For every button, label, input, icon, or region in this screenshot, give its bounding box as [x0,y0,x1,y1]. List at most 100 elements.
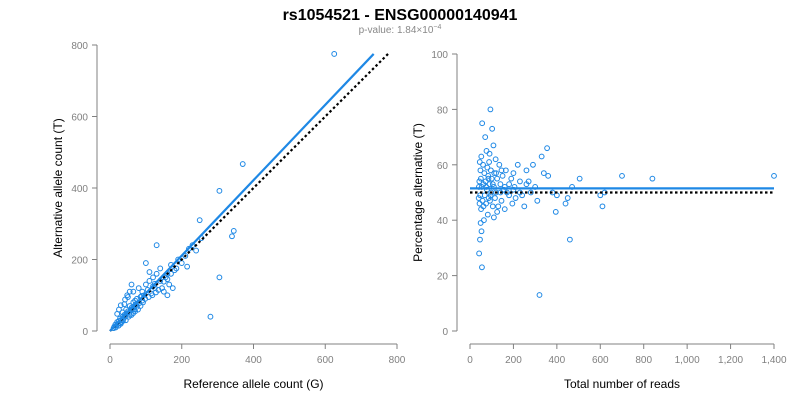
right-data-point [477,220,484,226]
right-x-tick-label: 800 [635,355,652,366]
right-scatter-plot: 0 200 400 600 800 1,000 1,200 1,400 0 20 40 60 80 100… [411,50,787,391]
right-data-point [481,170,488,177]
right-data-point [476,200,483,207]
right-data-point [489,181,496,188]
right-data-point [514,161,521,168]
right-data-point [494,208,501,215]
right-data-point [476,250,483,257]
left-data-point [114,310,121,317]
left-data-point [164,276,171,283]
left-x-tick-label: 600 [317,355,334,366]
left-y-tick-label: 600 [71,113,88,124]
right-data-point [493,170,499,177]
left-data-point [216,187,223,194]
right-data-point [491,170,498,177]
left-data-point [153,242,160,249]
right-data-point [489,203,496,210]
right-y-axis-title: Percentage alternative (T) [411,123,425,262]
right-y-tick-label: 40 [437,216,449,227]
right-x-tick-label: 400 [549,355,566,366]
right-data-point [494,175,501,182]
right-data-point [485,175,492,182]
right-data-point [492,156,499,163]
right-x-tick-label: 200 [505,355,522,366]
left-data-point [164,292,171,299]
right-data-point [498,197,505,204]
right-data-point [488,175,495,182]
left-data-point [146,278,153,284]
right-data-point [599,203,606,210]
right-data-point [530,161,536,168]
right-data-point [512,195,519,201]
right-data-point [486,159,493,165]
right-data-point [536,292,543,298]
right-data-point [527,189,534,196]
right-y-tick-label: 80 [437,105,449,116]
right-data-point [484,164,491,171]
right-data-point [564,195,571,201]
left-data-point [166,281,173,288]
right-data-point [476,159,483,165]
left-data-point [153,289,159,296]
right-data-point [485,172,492,179]
right-data-point [477,236,483,243]
right-data-point [486,150,493,157]
right-data-point [508,175,515,182]
right-data-point [540,170,547,177]
right-data-point [479,264,485,271]
right-data-point [490,214,497,221]
right-data-point [479,120,486,127]
left-data-point [149,292,156,299]
left-y-tick-label: 0 [82,327,88,338]
right-data-point [509,200,516,207]
left-data-point [160,288,167,295]
right-data-point [480,203,487,210]
left-data-point [193,247,200,254]
left-x-axis-title: Reference allele count (G) [183,377,323,391]
right-y-tick-label: 100 [431,50,448,61]
left-x-tick-label: 800 [389,355,406,366]
right-data-point [495,203,502,210]
right-data-point [619,172,625,179]
right-data-point [477,167,484,174]
left-data-point [142,260,149,266]
right-y-tick-label: 20 [437,272,449,283]
left-data-point [229,233,235,240]
right-data-point [517,178,523,185]
chart-subtitle: p-value: 1.84×10−4 [359,24,442,36]
right-data-point [649,175,656,182]
right-data-point [478,153,485,160]
left-data-point [207,313,214,320]
right-data-point [552,208,559,215]
right-data-point [523,167,530,174]
right-data-point [498,167,505,174]
left-data-point [128,312,135,318]
left-y-tick-label: 400 [71,184,88,195]
left-y-tick-label: 200 [71,256,88,267]
left-data-point [123,306,130,313]
right-x-tick-label: 600 [592,355,609,366]
subtitle-exponent: −4 [433,24,441,31]
right-x-tick-label: 1,400 [761,355,786,366]
right-data-point [497,189,504,196]
right-x-tick-label: 1,000 [675,355,700,366]
right-data-point [484,211,491,218]
right-data-point [475,195,482,201]
right-data-point [566,236,573,243]
right-data-point [562,200,569,207]
left-reference-line [109,53,389,332]
chart-title: rs1054521 - ENSG00000140941 [283,7,518,24]
right-data-point [506,181,512,188]
left-data-point [146,269,153,275]
right-data-point [492,195,498,201]
left-data-point [169,285,176,292]
left-fit-line [109,53,375,332]
left-data-point [230,228,237,234]
left-data-point [150,274,156,281]
left-y-tick-label: 800 [71,41,88,52]
right-y-tick-label: 60 [437,161,449,172]
right-data-point [544,145,550,152]
left-data-point [173,265,180,272]
right-data-point [488,189,495,196]
